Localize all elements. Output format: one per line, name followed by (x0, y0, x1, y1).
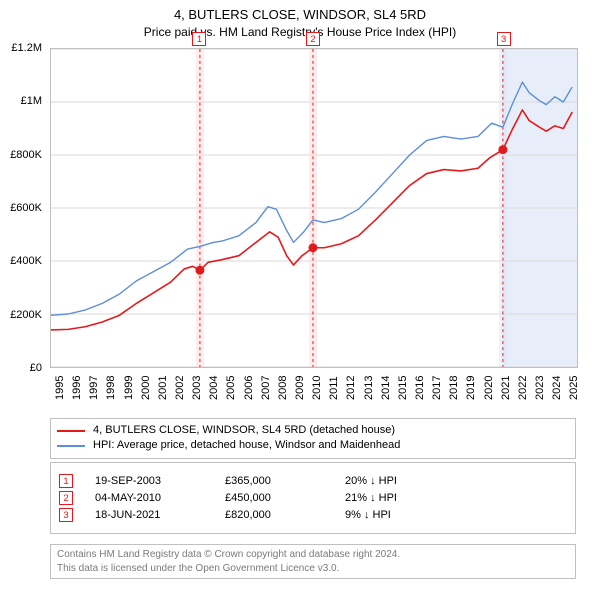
x-tick-label: 2002 (174, 376, 186, 400)
x-tick-label: 2004 (208, 376, 220, 400)
sale-pct-vs-hpi: 20% ↓ HPI (345, 475, 397, 487)
y-tick-label: £1.2M (11, 42, 42, 54)
x-tick-label: 2012 (345, 376, 357, 400)
chart-title: 4, BUTLERS CLOSE, WINDSOR, SL4 5RD (0, 0, 600, 24)
legend-label: HPI: Average price, detached house, Wind… (93, 438, 400, 453)
y-tick-label: £400K (10, 255, 42, 267)
x-tick-label: 2005 (225, 376, 237, 400)
x-tick-label: 2003 (191, 376, 203, 400)
sale-marker-2: 2 (306, 32, 320, 46)
y-tick-label: £1M (21, 95, 42, 107)
sale-price: £365,000 (225, 475, 345, 487)
x-tick-label: 2013 (363, 376, 375, 400)
x-tick-label: 1997 (88, 376, 100, 400)
x-axis-labels: 1995 1996 1997 1998 1999 2000 2001 2002 2003 2004… (50, 370, 578, 420)
y-tick-label: £800K (10, 149, 42, 161)
sale-marker-3: 3 (497, 32, 511, 46)
x-tick-label: 2000 (140, 376, 152, 400)
x-tick-label: 2018 (448, 376, 460, 400)
x-tick-label: 1996 (71, 376, 83, 400)
y-tick-label: £600K (10, 202, 42, 214)
x-tick-label: 2007 (260, 376, 272, 400)
y-tick-label: £0 (30, 362, 42, 374)
attribution-footer: Contains HM Land Registry data © Crown c… (50, 544, 576, 579)
x-tick-label: 2022 (517, 376, 529, 400)
sale-date: 19-SEP-2003 (95, 475, 225, 487)
x-tick-label: 2024 (551, 376, 563, 400)
x-tick-label: 2011 (328, 376, 340, 400)
chart-plot-area (50, 48, 578, 368)
sale-row: 3 18-JUN-2021£820,0009% ↓ HPI (57, 508, 569, 522)
sale-row-marker: 2 (59, 491, 73, 505)
sale-date: 18-JUN-2021 (95, 509, 225, 521)
x-tick-label: 2010 (311, 376, 323, 400)
footer-line-2: This data is licensed under the Open Gov… (57, 562, 569, 576)
x-tick-label: 2015 (397, 376, 409, 400)
legend-row: 4, BUTLERS CLOSE, WINDSOR, SL4 5RD (deta… (57, 423, 569, 438)
x-tick-label: 2014 (380, 376, 392, 400)
x-tick-label: 1999 (123, 376, 135, 400)
sale-price: £450,000 (225, 492, 345, 504)
footer-line-1: Contains HM Land Registry data © Crown c… (57, 548, 569, 562)
legend-row: HPI: Average price, detached house, Wind… (57, 438, 569, 453)
sale-pct-vs-hpi: 21% ↓ HPI (345, 492, 397, 504)
y-tick-label: £200K (10, 309, 42, 321)
sale-row: 2 04-MAY-2010£450,00021% ↓ HPI (57, 491, 569, 505)
sale-pct-vs-hpi: 9% ↓ HPI (345, 509, 391, 521)
x-tick-label: 2008 (277, 376, 289, 400)
sale-row-marker: 1 (59, 474, 73, 488)
x-tick-label: 1995 (54, 376, 66, 400)
x-tick-label: 2009 (294, 376, 306, 400)
x-tick-label: 2016 (414, 376, 426, 400)
sale-row-marker: 3 (59, 508, 73, 522)
x-tick-label: 2017 (431, 376, 443, 400)
sales-table: 1 19-SEP-2003£365,00020% ↓ HPI 2 04-MAY-201… (50, 462, 576, 534)
legend-box: 4, BUTLERS CLOSE, WINDSOR, SL4 5RD (deta… (50, 418, 576, 459)
sale-marker-1: 1 (192, 32, 206, 46)
legend-label: 4, BUTLERS CLOSE, WINDSOR, SL4 5RD (deta… (93, 423, 395, 438)
legend-swatch (57, 445, 85, 447)
x-tick-label: 2023 (534, 376, 546, 400)
x-tick-label: 2020 (483, 376, 495, 400)
y-axis-labels: £0£200K£400K£600K£800K£1M£1.2M (0, 48, 46, 368)
sale-price: £820,000 (225, 509, 345, 521)
x-tick-label: 2021 (500, 376, 512, 400)
x-tick-label: 2001 (157, 376, 169, 400)
sale-date: 04-MAY-2010 (95, 492, 225, 504)
sale-row: 1 19-SEP-2003£365,00020% ↓ HPI (57, 474, 569, 488)
chart-svg (51, 49, 577, 367)
x-tick-label: 1998 (105, 376, 117, 400)
legend-swatch (57, 430, 85, 432)
x-tick-label: 2025 (568, 376, 580, 400)
x-tick-label: 2019 (465, 376, 477, 400)
x-tick-label: 2006 (243, 376, 255, 400)
